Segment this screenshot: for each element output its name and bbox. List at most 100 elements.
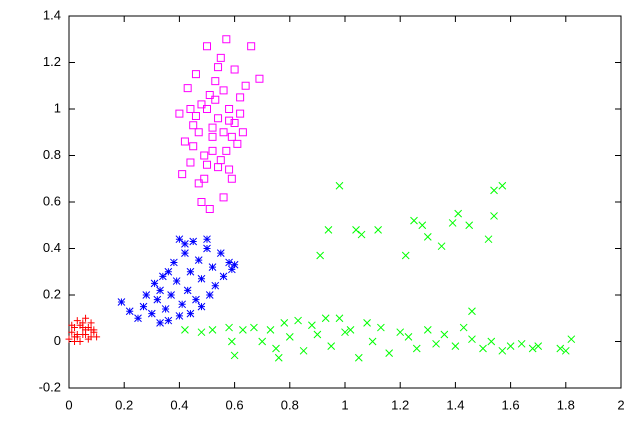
point bbox=[219, 272, 228, 281]
point bbox=[219, 193, 228, 202]
point bbox=[189, 121, 198, 130]
point bbox=[68, 321, 76, 329]
point bbox=[178, 170, 187, 179]
point bbox=[412, 344, 421, 353]
point bbox=[368, 337, 377, 346]
point bbox=[125, 307, 134, 316]
point bbox=[327, 342, 336, 351]
point bbox=[82, 331, 90, 339]
point bbox=[465, 221, 474, 230]
point bbox=[487, 337, 496, 346]
point bbox=[225, 323, 233, 332]
point bbox=[247, 42, 256, 51]
point bbox=[175, 312, 184, 320]
point bbox=[203, 235, 211, 244]
point bbox=[321, 314, 330, 323]
point bbox=[150, 279, 159, 288]
point bbox=[225, 105, 234, 113]
point bbox=[374, 226, 382, 234]
point bbox=[423, 233, 432, 241]
point bbox=[377, 323, 385, 332]
point bbox=[189, 142, 198, 151]
point bbox=[214, 63, 223, 72]
point bbox=[498, 346, 507, 355]
point bbox=[233, 139, 242, 148]
y-tick-label: 1.4 bbox=[43, 7, 61, 22]
point bbox=[178, 300, 187, 309]
point bbox=[186, 105, 195, 113]
point bbox=[175, 235, 184, 244]
point bbox=[214, 163, 223, 172]
point bbox=[71, 333, 79, 341]
point bbox=[191, 70, 200, 79]
point bbox=[203, 244, 211, 253]
point bbox=[205, 91, 214, 100]
point bbox=[208, 132, 217, 141]
point bbox=[134, 314, 142, 323]
point bbox=[68, 328, 76, 336]
point bbox=[170, 258, 178, 267]
point bbox=[211, 95, 220, 104]
point bbox=[191, 111, 200, 120]
point bbox=[230, 351, 239, 360]
point bbox=[432, 339, 440, 348]
point bbox=[222, 146, 231, 155]
point bbox=[197, 198, 206, 206]
point bbox=[208, 263, 217, 271]
point bbox=[158, 272, 167, 281]
point bbox=[534, 342, 543, 351]
point bbox=[250, 323, 258, 332]
point bbox=[161, 305, 170, 313]
point bbox=[236, 109, 245, 118]
y-tick-label: 0.4 bbox=[43, 240, 61, 255]
point bbox=[186, 309, 195, 318]
point bbox=[147, 309, 156, 318]
point bbox=[567, 335, 576, 344]
point bbox=[335, 181, 344, 190]
point bbox=[194, 179, 203, 188]
point bbox=[172, 277, 181, 285]
point bbox=[139, 302, 148, 311]
point bbox=[208, 123, 217, 132]
point bbox=[346, 326, 355, 334]
point bbox=[205, 291, 214, 299]
point bbox=[437, 242, 446, 251]
point bbox=[219, 86, 228, 95]
point bbox=[255, 74, 264, 83]
point bbox=[183, 286, 192, 295]
point bbox=[352, 226, 360, 234]
point bbox=[490, 212, 498, 220]
point bbox=[73, 317, 81, 325]
point bbox=[183, 84, 192, 93]
point bbox=[181, 239, 189, 248]
point bbox=[385, 349, 394, 357]
point bbox=[227, 265, 236, 274]
point bbox=[468, 307, 476, 316]
x-tick-label: 0.6 bbox=[226, 397, 244, 412]
point bbox=[225, 116, 234, 125]
point bbox=[219, 128, 228, 137]
point bbox=[241, 81, 250, 90]
point bbox=[186, 267, 195, 276]
point bbox=[230, 118, 239, 127]
point bbox=[211, 281, 220, 290]
point bbox=[211, 77, 220, 86]
point bbox=[225, 258, 233, 267]
point bbox=[186, 158, 195, 167]
point bbox=[528, 344, 537, 353]
point bbox=[205, 204, 214, 213]
x-tick-label: 1.2 bbox=[391, 397, 409, 412]
point bbox=[484, 235, 493, 244]
point bbox=[272, 344, 280, 353]
point bbox=[87, 319, 95, 327]
point bbox=[230, 65, 239, 74]
x-tick-label: 1.6 bbox=[502, 397, 520, 412]
point bbox=[225, 165, 234, 174]
point bbox=[189, 237, 198, 246]
point bbox=[175, 109, 184, 118]
point bbox=[479, 344, 487, 353]
point bbox=[208, 326, 217, 334]
point bbox=[200, 174, 209, 183]
point bbox=[238, 128, 247, 137]
